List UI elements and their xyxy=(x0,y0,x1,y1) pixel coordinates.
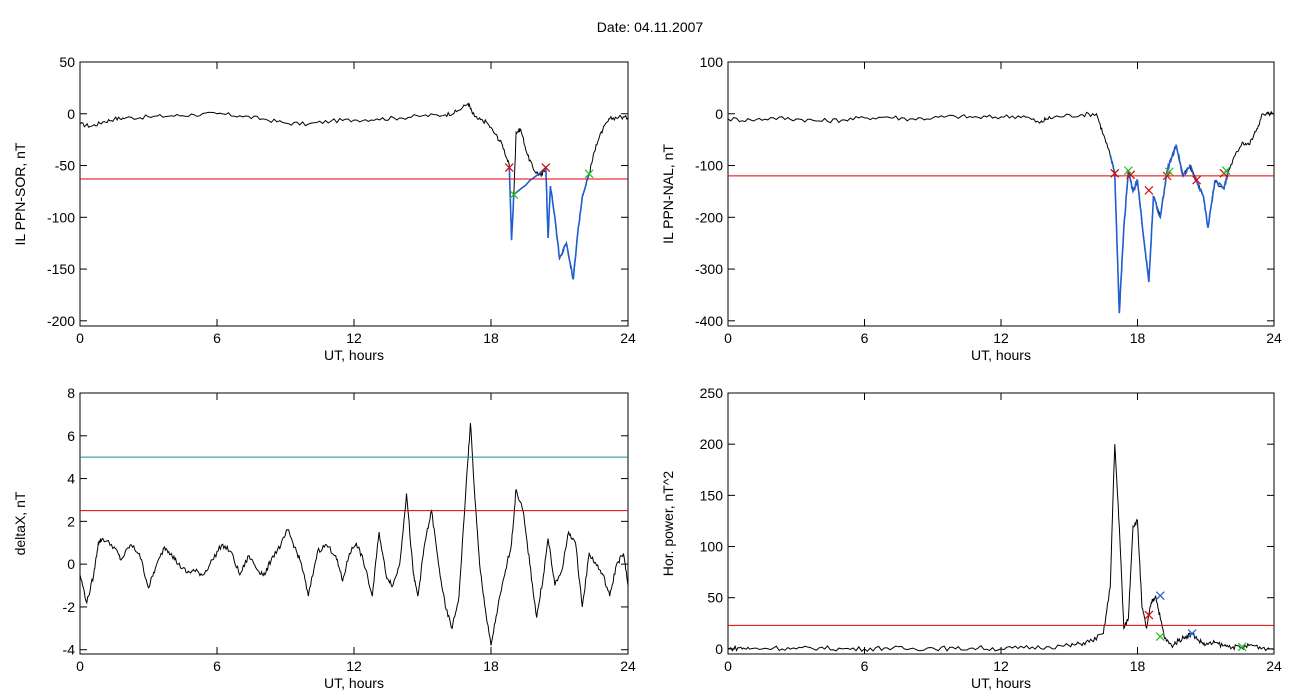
x-tick-label: 6 xyxy=(861,330,869,346)
event-marker-green xyxy=(509,190,519,199)
event-marker-red xyxy=(541,163,551,173)
y-axis-label: IL PPN-SOR, nT xyxy=(12,142,28,245)
y-tick-label: 0 xyxy=(715,641,723,657)
y-tick-label: 150 xyxy=(700,487,724,503)
event-marker-red xyxy=(1110,168,1120,178)
x-tick-label: 0 xyxy=(724,330,732,346)
x-axis-label: UT, hours xyxy=(971,675,1031,691)
x-tick-label: 6 xyxy=(213,330,221,346)
y-tick-label: 6 xyxy=(67,428,75,444)
y-axis-label: deltaX, nT xyxy=(12,491,28,555)
y-tick-label: -50 xyxy=(55,158,75,174)
x-tick-label: 24 xyxy=(620,330,636,346)
panel-ppn-sor: 0 6 12 18 24 -200 -150 -100 -50 0 50 UT, hours IL PP… xyxy=(12,54,636,363)
y-tick-label: 50 xyxy=(59,54,75,70)
figure-title: Date: 04.11.2007 xyxy=(596,19,704,35)
plot-area xyxy=(80,422,628,646)
x-axis-label: UT, hours xyxy=(324,675,384,691)
y-axis-label: Hor. power, nT^2 xyxy=(660,471,676,577)
plot-area xyxy=(728,444,1274,652)
y-tick-label: -2 xyxy=(63,599,76,615)
y-tick-label: 100 xyxy=(700,539,724,555)
x-tick-label: 24 xyxy=(620,658,636,674)
event-marker-red xyxy=(1192,175,1202,185)
event-marker-green xyxy=(1123,166,1133,176)
x-tick-label: 0 xyxy=(76,658,84,674)
series-trace xyxy=(728,444,1274,652)
x-tick-label: 18 xyxy=(483,658,499,674)
y-tick-label: 2 xyxy=(67,513,75,529)
y-tick-label: -4 xyxy=(63,642,76,658)
event-marker-red xyxy=(1126,170,1136,180)
x-tick-label: 6 xyxy=(861,658,869,674)
series-trace xyxy=(728,110,1274,314)
event-marker-red xyxy=(1162,171,1172,181)
x-tick-label: 0 xyxy=(76,330,84,346)
event-marker-green xyxy=(1155,632,1165,642)
panel-hor-power: 0 6 12 18 24 0 50 100 150 200 250 UT, hours Hor. pow… xyxy=(660,385,1282,691)
event-marker-red xyxy=(504,163,514,173)
plot-frame xyxy=(727,392,1275,655)
y-tick-label: 0 xyxy=(715,106,723,122)
y-tick-label: -400 xyxy=(695,313,723,329)
event-marker-blue xyxy=(1155,591,1165,601)
series-highlight xyxy=(1109,144,1230,314)
x-tick-label: 12 xyxy=(993,658,1009,674)
plot-frame xyxy=(727,61,1275,327)
y-tick-label: 100 xyxy=(700,54,724,70)
x-axis-label: UT, hours xyxy=(324,347,384,363)
y-tick-label: 0 xyxy=(67,556,75,572)
y-tick-label: 200 xyxy=(700,436,724,452)
y-tick-label: -150 xyxy=(47,261,75,277)
y-tick-label: 0 xyxy=(67,106,75,122)
plot-frame xyxy=(79,61,629,327)
x-tick-label: 24 xyxy=(1266,330,1282,346)
y-tick-label: 50 xyxy=(707,590,723,606)
x-tick-label: 6 xyxy=(213,658,221,674)
x-tick-label: 18 xyxy=(1130,658,1146,674)
x-tick-label: 12 xyxy=(346,330,362,346)
y-tick-label: -100 xyxy=(47,209,75,225)
y-tick-label: 250 xyxy=(700,385,724,401)
event-marker-green xyxy=(584,169,594,179)
event-marker-red xyxy=(1144,610,1154,620)
event-marker-blue xyxy=(1187,629,1197,638)
x-tick-label: 18 xyxy=(483,330,499,346)
event-marker-green xyxy=(1221,166,1231,176)
y-tick-label: -200 xyxy=(47,313,75,329)
x-axis-label: UT, hours xyxy=(971,347,1031,363)
series-trace xyxy=(80,102,628,280)
x-tick-label: 12 xyxy=(346,658,362,674)
y-tick-label: -300 xyxy=(695,261,723,277)
event-marker-green xyxy=(1237,642,1247,652)
plot-area xyxy=(80,102,628,280)
y-tick-label: 4 xyxy=(67,471,75,487)
y-tick-label: 8 xyxy=(67,385,75,401)
y-tick-label: -200 xyxy=(695,209,723,225)
x-tick-label: 12 xyxy=(993,330,1009,346)
panel-ppn-nal: 0 6 12 18 24 -400 -300 -200 -100 0 100 UT, hours IL … xyxy=(660,54,1282,363)
series-highlight xyxy=(508,165,590,280)
plot-frame xyxy=(79,392,629,655)
x-tick-label: 0 xyxy=(724,658,732,674)
x-tick-label: 24 xyxy=(1266,658,1282,674)
y-axis-label: IL PPN-NAL, nT xyxy=(660,144,676,244)
plot-area xyxy=(728,110,1274,314)
event-marker-red xyxy=(1144,185,1154,195)
event-marker-green xyxy=(1164,167,1174,177)
series-trace xyxy=(80,422,628,646)
x-tick-label: 18 xyxy=(1130,330,1146,346)
y-tick-label: -100 xyxy=(695,158,723,174)
